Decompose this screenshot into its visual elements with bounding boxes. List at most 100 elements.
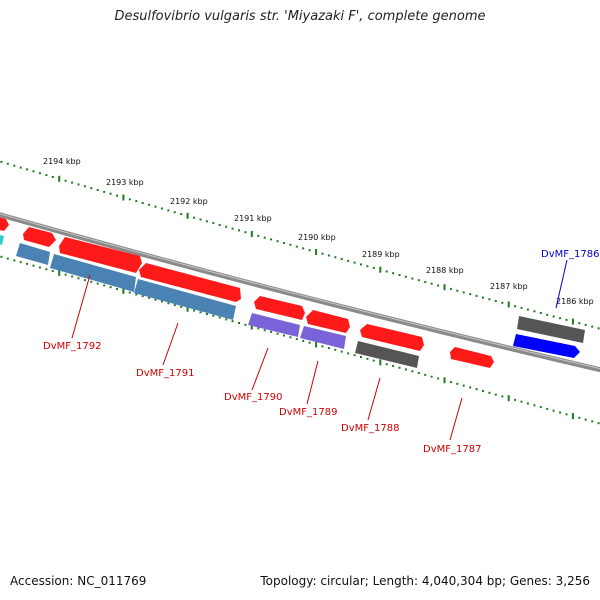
- label-leader-lines: [71, 259, 568, 441]
- upper-track-minor-tick: [51, 176, 54, 178]
- gene-arrow-forward[interactable]: [59, 237, 142, 273]
- lower-track-minor-tick: [77, 277, 80, 280]
- gene-block-steel[interactable]: [50, 254, 136, 292]
- lower-track-minor-tick: [494, 393, 497, 396]
- lower-track-minor-tick: [199, 311, 202, 314]
- leader-line-1788: [367, 377, 381, 421]
- upper-track-minor-tick: [488, 298, 491, 301]
- lower-track-minor-tick: [167, 302, 170, 305]
- lower-track-minor-tick: [160, 300, 163, 303]
- upper-track-minor-tick: [334, 256, 337, 259]
- upper-track-minor-tick: [180, 213, 183, 215]
- upper-track-minor-tick: [154, 205, 157, 208]
- upper-track-minor-tick: [385, 270, 388, 273]
- upper-track-minor-tick: [347, 259, 350, 262]
- upper-track-minor-tick: [199, 218, 202, 221]
- lower-track-minor-tick: [308, 341, 311, 344]
- gene-block-purple[interactable]: [248, 313, 300, 337]
- genome-backbone-highlight: [0, 213, 600, 370]
- upper-track-minor-tick: [546, 313, 549, 316]
- lower-track-minor-tick: [514, 398, 517, 401]
- upper-track-minor-tick: [263, 236, 266, 239]
- lower-track-minor-tick: [218, 316, 221, 319]
- gene-arrow-forward[interactable]: [254, 296, 305, 320]
- lower-track-minor-tick: [327, 347, 330, 350]
- upper-track-minor-tick: [597, 327, 600, 330]
- lower-track-minor-tick: [148, 296, 151, 299]
- lower-track-minor-tick: [212, 314, 215, 317]
- upper-track-minor-tick: [366, 265, 369, 268]
- lower-track-minor-tick: [372, 359, 375, 362]
- lower-track-minor-tick: [19, 261, 22, 264]
- lower-track-minor-tick: [449, 381, 452, 384]
- scale-label-2192: 2192 kbp: [170, 197, 208, 206]
- gene-arrow-forward[interactable]: [23, 227, 56, 247]
- leader-line-1787: [449, 397, 463, 441]
- gene-label-1786[interactable]: DvMF_1786: [541, 249, 599, 260]
- lower-track-minor-tick: [437, 377, 440, 380]
- lower-track-minor-tick: [526, 402, 529, 405]
- lower-track-minor-tick: [51, 270, 54, 273]
- upper-track-minor-tick: [372, 266, 375, 269]
- lower-track-minor-tick: [546, 407, 549, 410]
- lower-track-minor-tick: [295, 338, 298, 341]
- upper-track-minor-tick: [148, 203, 151, 206]
- gene-label-1788[interactable]: DvMF_1788: [341, 423, 399, 434]
- lower-track-major-tick: [186, 305, 189, 312]
- lower-track-minor-tick: [488, 391, 491, 394]
- gene-block-cyan[interactable]: [0, 234, 4, 245]
- leader-line-1790: [251, 347, 269, 391]
- gene-label-1791[interactable]: DvMF_1791: [136, 368, 194, 379]
- lower-track-minor-tick: [334, 348, 337, 351]
- gene-arrow-forward[interactable]: [0, 216, 9, 231]
- upper-track-minor-tick: [289, 243, 292, 246]
- upper-track-minor-tick: [340, 258, 343, 261]
- lower-track-minor-tick: [469, 386, 472, 389]
- lower-track-minor-tick: [398, 366, 401, 369]
- lower-track-minor-tick: [591, 420, 594, 423]
- gene-block-gray[interactable]: [355, 341, 419, 368]
- upper-track-minor-tick: [83, 185, 86, 188]
- gene-arrow-blue[interactable]: [513, 334, 580, 358]
- gene-label-1790[interactable]: DvMF_1790: [224, 392, 282, 403]
- scale-label-2191: 2191 kbp: [234, 214, 272, 223]
- gene-block-steel[interactable]: [134, 279, 236, 320]
- lower-track-minor-tick: [353, 354, 356, 357]
- lower-track-minor-tick: [38, 266, 41, 269]
- upper-track-minor-tick: [565, 318, 568, 321]
- lower-track-minor-tick: [321, 345, 324, 348]
- upper-track-minor-tick: [282, 242, 285, 244]
- upper-track-minor-tick: [77, 183, 80, 186]
- lower-track-minor-tick: [32, 264, 35, 267]
- gene-block-purple[interactable]: [300, 326, 346, 349]
- upper-track-minor-tick: [417, 279, 420, 282]
- gene-arrow-forward[interactable]: [306, 310, 350, 333]
- lower-track-minor-tick: [193, 309, 196, 312]
- gene-arrow-forward[interactable]: [450, 347, 494, 368]
- upper-track-major-tick: [571, 318, 574, 325]
- lower-track-minor-tick: [26, 262, 29, 265]
- upper-track-minor-tick: [462, 291, 465, 294]
- gene-block-gray[interactable]: [517, 316, 585, 343]
- upper-track-minor-tick: [90, 187, 93, 190]
- upper-track-minor-tick: [482, 296, 484, 299]
- gene-label-1789[interactable]: DvMF_1789: [279, 407, 337, 418]
- gene-block-steel[interactable]: [16, 243, 50, 265]
- scale-label-2194: 2194 kbp: [43, 157, 81, 166]
- upper-track-minor-tick: [295, 245, 298, 248]
- gene-label-1792[interactable]: DvMF_1792: [43, 341, 101, 352]
- upper-track-minor-tick: [244, 231, 247, 234]
- lower-track-minor-tick: [424, 373, 427, 376]
- gene-label-1787[interactable]: DvMF_1787: [423, 444, 481, 455]
- gene-arrow-forward[interactable]: [139, 263, 241, 302]
- lower-track-minor-tick: [116, 288, 118, 290]
- lower-track-minor-tick: [64, 273, 67, 276]
- upper-track-minor-tick: [231, 227, 234, 230]
- lower-track-minor-tick: [45, 268, 48, 271]
- gene-arrow-forward[interactable]: [360, 324, 424, 351]
- lower-track-minor-tick: [13, 259, 16, 262]
- lower-track-minor-tick: [205, 313, 208, 316]
- lower-track-minor-tick: [501, 395, 504, 398]
- upper-track-minor-tick: [353, 261, 356, 264]
- lower-track-minor-tick: [392, 364, 395, 367]
